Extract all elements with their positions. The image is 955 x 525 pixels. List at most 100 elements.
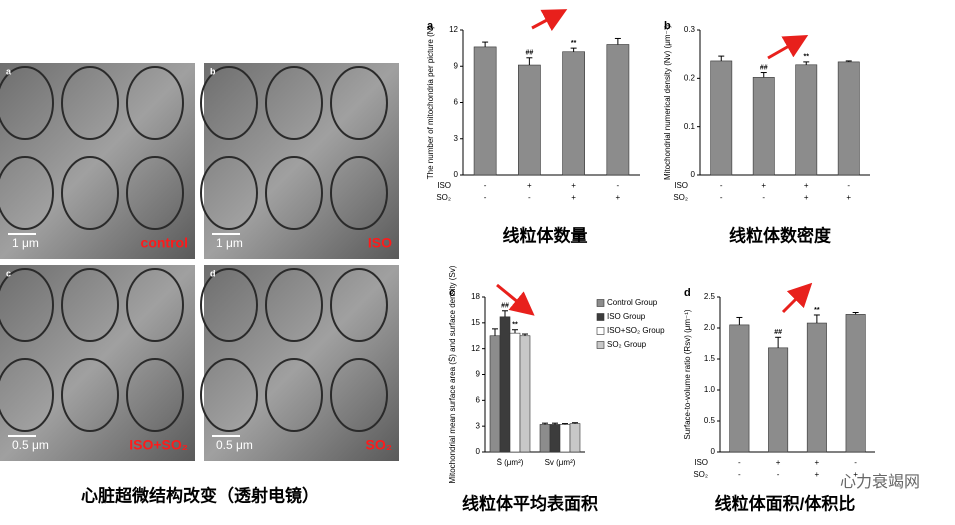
bar <box>559 424 571 453</box>
mitochondrion <box>126 358 184 432</box>
chart-title: 线粒体数密度 <box>729 225 832 245</box>
row-label: ISO <box>694 458 708 467</box>
error-bar <box>775 336 782 348</box>
error-bar <box>614 37 621 45</box>
y-tick-label: 3 <box>454 134 459 143</box>
scale-label: 1 μm <box>12 236 39 250</box>
error-bar <box>526 57 533 66</box>
condition-label: control <box>141 235 188 251</box>
error-bar <box>813 314 820 324</box>
mitochondrion <box>265 156 323 230</box>
error-bar <box>512 329 518 334</box>
bar <box>806 322 827 453</box>
y-tick-label: 0.2 <box>684 73 696 82</box>
error-bar <box>552 422 558 425</box>
mitochondrion <box>265 268 323 342</box>
row-mark: + <box>815 470 820 479</box>
bar <box>768 347 789 453</box>
error-bar <box>502 310 508 317</box>
panel-letter: b <box>664 20 671 32</box>
y-tick-label: 0 <box>711 447 716 456</box>
condition-label: ISO+SO₂ <box>129 437 188 453</box>
error-bar <box>572 422 578 424</box>
row-mark: - <box>738 458 741 467</box>
row-mark: + <box>846 193 851 202</box>
significance: ## <box>525 50 533 57</box>
y-tick-label: 1.0 <box>704 385 716 394</box>
row-mark: + <box>761 181 766 190</box>
mitochondrion <box>126 66 184 140</box>
y-tick-label: 0 <box>691 170 696 179</box>
bar <box>729 324 750 453</box>
bar <box>499 316 511 453</box>
row-mark: + <box>815 458 820 467</box>
bar <box>562 51 585 176</box>
bar <box>606 44 630 176</box>
row-mark: - <box>720 181 723 190</box>
legend-label: ISO+SO₂ Group <box>607 326 665 335</box>
y-tick-label: 9 <box>476 370 481 379</box>
row-mark: + <box>804 193 809 202</box>
panel-letter: d <box>210 268 216 278</box>
x-tick-label: Sv (μm²) <box>545 458 576 467</box>
mitochondrion <box>200 358 258 432</box>
chart-title: 线粒体平均表面积 <box>462 493 598 513</box>
mitochondrion <box>330 358 388 432</box>
watermark: 心力衰竭网 <box>840 473 920 491</box>
row-mark: - <box>854 458 857 467</box>
panel-letter: a <box>6 66 12 76</box>
mitochondrion <box>265 66 323 140</box>
legend-label: SO₂ Group <box>607 340 647 349</box>
error-bar <box>542 422 548 425</box>
mitochondrion <box>0 268 54 342</box>
micrograph <box>0 63 195 259</box>
bar <box>518 64 541 176</box>
mitochondrion <box>0 66 54 140</box>
y-tick-label: 6 <box>476 395 481 404</box>
y-tick-label: 1.5 <box>704 354 716 363</box>
bar <box>489 335 501 453</box>
legend-label: ISO Group <box>607 312 646 321</box>
bar <box>539 424 551 453</box>
row-mark: - <box>847 181 850 190</box>
micrograph <box>0 265 195 461</box>
y-axis-label: Surface-to-volume ratio (Rsv) (μm⁻¹) <box>683 309 692 440</box>
bar <box>473 46 497 176</box>
significance: ** <box>814 307 820 314</box>
row-mark: - <box>720 193 723 202</box>
mitochondrion <box>61 358 119 432</box>
row-label: ISO <box>674 181 688 190</box>
error-bar <box>760 72 767 78</box>
x-tick-label: S̄ (μm²) <box>497 458 524 467</box>
bar <box>837 61 860 176</box>
mitochondrion <box>61 156 119 230</box>
y-tick-label: 0.1 <box>684 122 696 131</box>
condition-label: SO₂ <box>366 437 392 453</box>
significance: ## <box>774 329 782 336</box>
row-label: SO₂ <box>693 470 708 479</box>
y-tick-label: 18 <box>471 292 480 301</box>
mitochondrion <box>200 156 258 230</box>
significance: ## <box>501 303 509 310</box>
bar <box>569 423 581 453</box>
mitochondrion <box>265 358 323 432</box>
micrograph <box>204 265 399 461</box>
bar <box>710 60 733 176</box>
mitochondrion <box>61 66 119 140</box>
chart-title: 线粒体面积/体积比 <box>715 493 856 513</box>
micrograph <box>204 63 399 259</box>
mitochondrion <box>200 268 258 342</box>
y-tick-label: 0 <box>454 170 459 179</box>
y-axis-label: Mitochondrial numerical density (Nv) (μm… <box>663 25 672 180</box>
row-label: SO₂ <box>673 193 688 202</box>
mitochondrion <box>126 268 184 342</box>
panel-letter: c <box>6 268 11 278</box>
row-mark: + <box>776 458 781 467</box>
error-bar <box>803 61 810 65</box>
significance: ** <box>512 322 518 329</box>
mitochondrion <box>330 66 388 140</box>
y-tick-label: 12 <box>449 25 458 34</box>
mitochondrion <box>330 268 388 342</box>
bar <box>549 424 561 453</box>
significance: ** <box>804 54 810 61</box>
